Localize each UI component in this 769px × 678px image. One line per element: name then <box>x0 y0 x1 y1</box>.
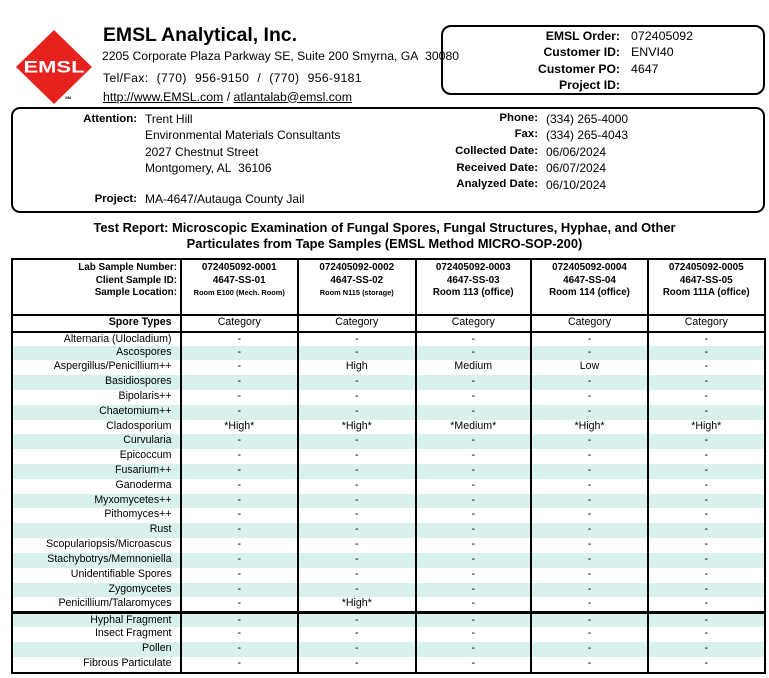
svg-text:EMSL: EMSL <box>23 59 84 77</box>
svg-text:SM: SM <box>65 95 72 100</box>
